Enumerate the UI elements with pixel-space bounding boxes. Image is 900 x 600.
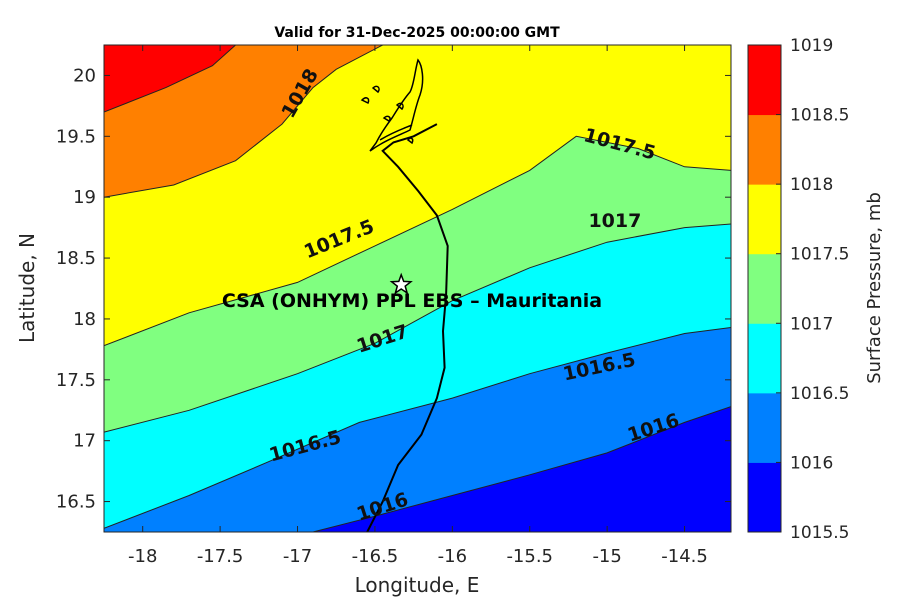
x-tick-label: -16 [438, 546, 467, 567]
y-tick-label: 18 [73, 309, 96, 330]
x-tick-label: -17.5 [197, 546, 244, 567]
x-tick-label: -15 [592, 546, 621, 567]
colorbar-frame [747, 44, 782, 533]
figure-title: Valid for 31-Dec-2025 00:00:00 GMT [274, 25, 560, 41]
contour-line-1018 [104, 45, 383, 198]
colorbar-tick-label: 1016 [790, 453, 833, 473]
colorbar-tick-label: 1015.5 [790, 523, 849, 543]
colorbar-tick-label: 1018 [790, 175, 833, 195]
colorbar-segment-1015.5 [748, 462, 781, 533]
y-tick-label: 20 [73, 65, 96, 86]
contour-label-1017-1: 1017 [588, 210, 641, 232]
colorbar-segment-1016 [748, 392, 781, 463]
contour-line-1018.5 [104, 45, 236, 113]
pressure-contour-bands [104, 45, 731, 532]
contour-line-1016.5 [104, 327, 731, 529]
y-tick-label: 19.5 [56, 126, 96, 147]
x-tick-label: -16.5 [352, 546, 399, 567]
colorbar-tick-label: 1019 [790, 36, 833, 56]
banc-d-arguin-islands [360, 58, 424, 152]
site-label: CSA (ONHYM) PPL EBS – Mauritania [222, 290, 602, 312]
colorbar-segment-1017.5 [748, 184, 781, 255]
colorbar-segment-1018 [748, 114, 781, 185]
colorbar-segment-1017 [748, 253, 781, 324]
contour-line-1017 [104, 223, 731, 433]
y-axis-label: Latitude, N [15, 233, 39, 343]
colorbar-tick-label: 1017 [790, 314, 833, 334]
y-axis-ticks: 16.5 17 17.5 18 18.5 19 19.5 20 [56, 65, 731, 513]
map-plot-area: 101610161016.51016.5101710171017.51017.5… [104, 45, 731, 532]
colorbar: 1015.5 1016 1016.5 1017 1017.5 1018 1018.5 1019 [748, 36, 849, 543]
x-tick-label: -18 [128, 546, 157, 567]
y-tick-label: 16.5 [56, 492, 96, 513]
y-tick-label: 18.5 [56, 248, 96, 269]
y-tick-label: 17.5 [56, 370, 96, 391]
coastline [366, 123, 449, 532]
x-axis-label: Longitude, E [355, 573, 480, 597]
colorbar-tick-label: 1016.5 [790, 384, 849, 404]
contour-line-1017.5 [104, 135, 731, 347]
x-tick-label: -17 [283, 546, 312, 567]
y-tick-label: 19 [73, 187, 96, 208]
colorbar-label: Surface Pressure, mb [864, 192, 885, 384]
colorbar-segment-1016.5 [748, 323, 781, 394]
colorbar-segment-1018.5 [748, 45, 781, 116]
x-tick-label: -14.5 [661, 546, 708, 567]
colorbar-tick-label: 1017.5 [790, 245, 849, 265]
map-frame [103, 44, 732, 533]
contour-lines [104, 45, 731, 532]
x-axis-ticks: -18 -17.5 -17 -16.5 -16 -15.5 -15 -14.5 [128, 45, 708, 567]
colorbar-tick-label: 1018.5 [790, 106, 849, 126]
y-tick-label: 17 [73, 431, 96, 452]
x-tick-label: -15.5 [506, 546, 553, 567]
site-marker-group: CSA (ONHYM) PPL EBS – Mauritania [222, 272, 602, 312]
band-1018.5 [104, 45, 236, 112]
site-star-icon [389, 272, 413, 295]
